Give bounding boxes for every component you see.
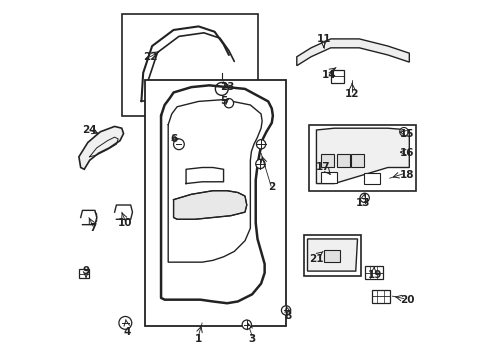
Circle shape [215, 82, 228, 95]
Text: 18: 18 [400, 170, 415, 180]
Bar [372, 290, 390, 302]
Bar [331, 70, 344, 83]
Text: 2: 2 [268, 182, 275, 192]
Circle shape [256, 159, 265, 168]
Text: 1: 1 [195, 334, 202, 344]
Circle shape [242, 320, 251, 329]
Text: 15: 15 [400, 129, 415, 139]
Text: 23: 23 [220, 82, 234, 92]
Polygon shape [317, 128, 409, 184]
Text: 21: 21 [309, 253, 324, 264]
Polygon shape [173, 191, 247, 219]
Text: 9: 9 [82, 266, 90, 276]
Text: 5: 5 [220, 96, 227, 107]
Text: 3: 3 [248, 334, 256, 344]
Text: 14: 14 [321, 69, 336, 80]
Text: 22: 22 [143, 52, 158, 62]
Text: 8: 8 [284, 311, 292, 321]
Bar [304, 235, 361, 276]
Text: 16: 16 [400, 148, 415, 158]
Text: 7: 7 [90, 223, 97, 233]
Bar [323, 249, 340, 262]
Text: 24: 24 [82, 125, 97, 135]
Text: 11: 11 [317, 34, 331, 44]
Bar [351, 154, 364, 167]
Bar [145, 80, 286, 327]
Bar [79, 269, 89, 278]
Circle shape [173, 139, 184, 150]
Bar [364, 173, 380, 184]
Text: 13: 13 [356, 198, 370, 208]
Circle shape [400, 127, 408, 136]
Circle shape [256, 140, 266, 149]
Text: 19: 19 [368, 270, 383, 280]
Bar [321, 154, 334, 167]
Text: 12: 12 [345, 89, 360, 99]
Circle shape [360, 193, 369, 203]
Circle shape [281, 306, 291, 315]
Polygon shape [297, 39, 409, 66]
Circle shape [119, 316, 132, 329]
Text: 6: 6 [170, 134, 177, 144]
Bar [365, 266, 383, 279]
Polygon shape [79, 126, 123, 169]
Text: 10: 10 [118, 218, 133, 228]
Text: 17: 17 [316, 162, 331, 172]
Polygon shape [308, 239, 358, 271]
Text: 20: 20 [400, 295, 415, 305]
Bar [321, 172, 337, 183]
Text: 4: 4 [123, 327, 131, 337]
Bar [309, 125, 416, 191]
Circle shape [224, 99, 234, 108]
Bar [122, 14, 258, 116]
Bar [337, 154, 350, 167]
